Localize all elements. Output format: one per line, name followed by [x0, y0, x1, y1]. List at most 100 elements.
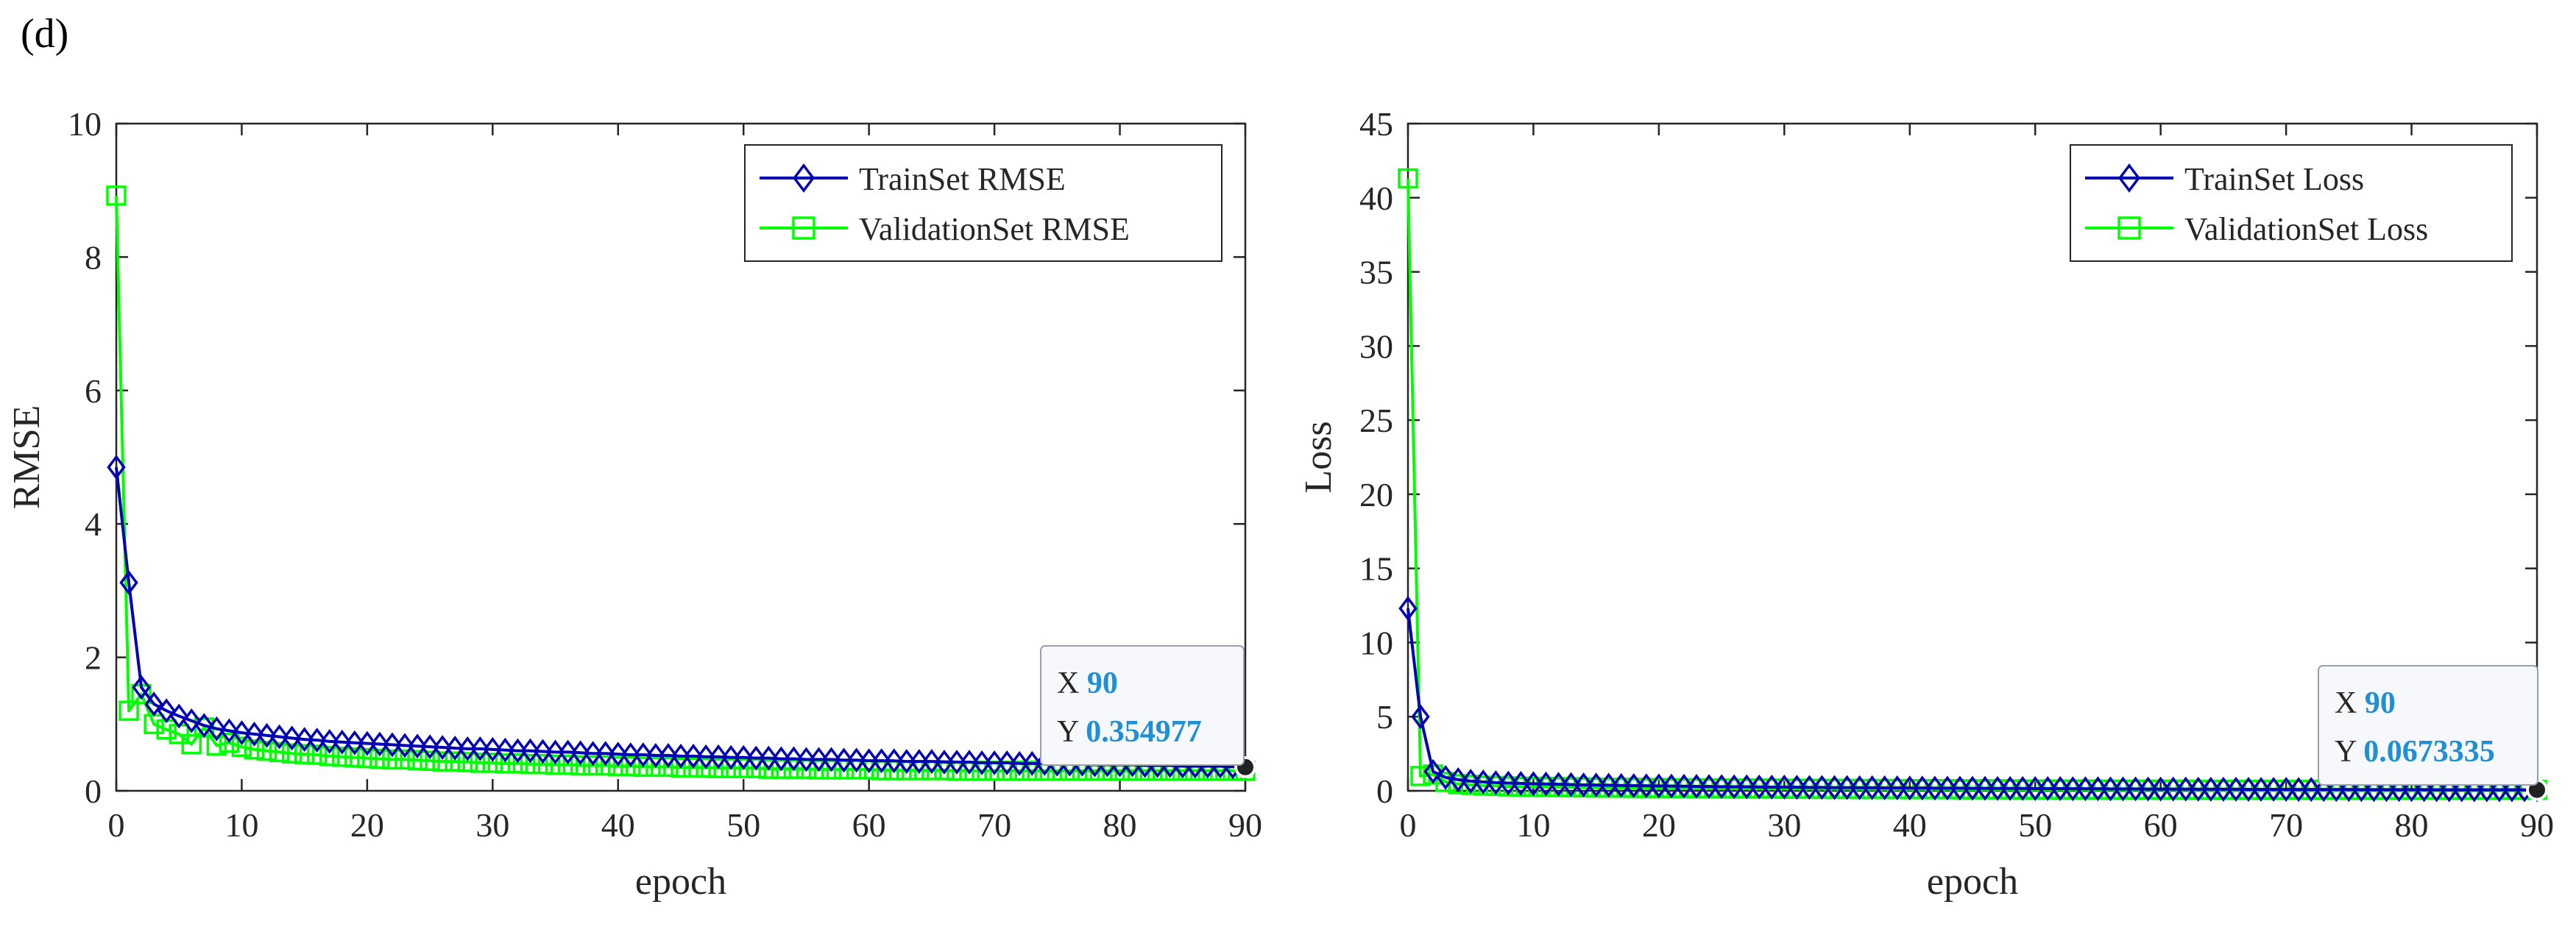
validation-point — [407, 750, 428, 771]
validation-point — [332, 746, 353, 767]
train-point — [558, 739, 578, 765]
x-tick-label: 70 — [977, 806, 1011, 844]
train-point — [1699, 774, 1719, 800]
x-tick-label: 40 — [1893, 806, 1927, 844]
train-point — [1473, 769, 1493, 794]
train-point — [846, 747, 866, 773]
train-point — [1536, 771, 1556, 797]
legend-entry-label: TrainSet RMSE — [859, 161, 1066, 197]
x-tick-label: 0 — [108, 806, 125, 844]
train-point — [358, 730, 377, 756]
validation-point — [445, 751, 465, 772]
train-point — [947, 750, 966, 775]
datatip-x-label: X — [2335, 686, 2365, 720]
train-point — [395, 733, 414, 758]
train-point — [1925, 775, 1945, 801]
train-point — [144, 692, 163, 717]
y-tick-label: 20 — [1359, 476, 1393, 513]
train-point — [2038, 776, 2057, 801]
datatip-x-label: X — [1057, 666, 1087, 700]
train-point — [1398, 596, 1418, 622]
x-tick-label: 90 — [2520, 806, 2554, 844]
train-point — [2226, 776, 2246, 802]
train-point — [671, 743, 690, 769]
legend-marker — [793, 163, 815, 193]
train-point — [294, 727, 314, 753]
y-axis-label: RMSE — [6, 405, 48, 510]
train-point — [1712, 774, 1731, 800]
x-tick-label: 20 — [1642, 806, 1676, 844]
datatip-x-value: 90 — [1087, 666, 1118, 700]
validation-point — [420, 750, 440, 771]
train-point — [408, 733, 427, 759]
train-point — [2050, 776, 2070, 801]
train-point — [2339, 777, 2359, 803]
validation-point — [344, 747, 365, 768]
validation-point — [306, 744, 328, 765]
x-tick-label: 20 — [350, 806, 384, 844]
train-point — [2201, 776, 2221, 802]
train-point — [508, 738, 528, 764]
x-tick-label: 50 — [726, 806, 760, 844]
train-point — [2389, 777, 2409, 803]
axes-box — [1406, 122, 2538, 792]
panel-label: (d) — [21, 11, 69, 57]
validation-point — [281, 743, 302, 764]
train-point — [1724, 774, 1744, 800]
train-point — [1010, 750, 1029, 776]
train-point — [2063, 776, 2083, 802]
validation-point — [532, 753, 553, 775]
train-point — [2189, 776, 2208, 802]
train-point — [1637, 773, 1656, 799]
validation-point — [557, 754, 578, 775]
train-point — [333, 729, 352, 755]
legend-entry-label: TrainSet Loss — [2184, 161, 2364, 197]
train-point — [1662, 773, 1681, 799]
train-point — [609, 742, 628, 767]
train-point — [621, 742, 640, 767]
loss-chart: 0 10 20 30 40 50 60 70 80 90 0 5 10 15 20 25 30 35 40 45 epo… — [1298, 105, 2554, 903]
datatip-y-value: 0.354977 — [1086, 715, 1202, 749]
validation-point — [457, 752, 478, 772]
y-tick-label: 30 — [1359, 327, 1393, 365]
train-point — [634, 742, 653, 767]
train-point — [2264, 777, 2283, 802]
train-point — [2276, 777, 2296, 802]
train-point — [985, 750, 1004, 775]
train-point — [1461, 768, 1480, 794]
y-tick-label: 25 — [1359, 402, 1393, 439]
train-point — [584, 741, 603, 767]
y-tick-label: 10 — [68, 105, 102, 143]
validation-point — [432, 751, 453, 772]
train-point — [1423, 758, 1443, 784]
train-point — [960, 750, 979, 775]
train-point — [821, 747, 841, 772]
validation-point — [357, 747, 378, 769]
train-point — [2377, 777, 2396, 803]
train-point — [1674, 773, 1694, 799]
train-point — [1486, 769, 1505, 795]
x-tick-label: 80 — [2395, 806, 2429, 844]
x-tick-label: 10 — [224, 806, 258, 844]
train-point — [784, 746, 804, 772]
datatip-y-label: Y — [1057, 715, 1086, 749]
train-point — [2289, 777, 2308, 803]
train-point — [370, 731, 389, 757]
y-tick-label: 0 — [1376, 772, 1393, 810]
train-point — [232, 720, 252, 746]
validation-point — [708, 758, 729, 778]
validation-point — [244, 739, 265, 760]
train-point — [972, 750, 991, 775]
train-point — [2440, 777, 2459, 803]
train-point — [809, 747, 829, 772]
train-point — [169, 703, 188, 729]
train-point — [1574, 772, 1593, 797]
train-point — [1900, 775, 1919, 801]
train-point — [207, 716, 227, 742]
train-point — [2239, 777, 2258, 802]
x-tick-label: 0 — [1400, 806, 1417, 844]
train-point — [2101, 776, 2120, 802]
train-point — [244, 721, 264, 747]
validation-point — [683, 757, 704, 778]
validation-point — [369, 748, 390, 769]
